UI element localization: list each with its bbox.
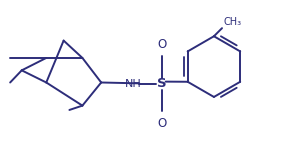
Text: S: S [157, 77, 167, 90]
Text: O: O [157, 117, 166, 130]
Text: CH₃: CH₃ [223, 17, 241, 27]
Text: NH: NH [125, 79, 141, 89]
Text: O: O [157, 38, 166, 51]
